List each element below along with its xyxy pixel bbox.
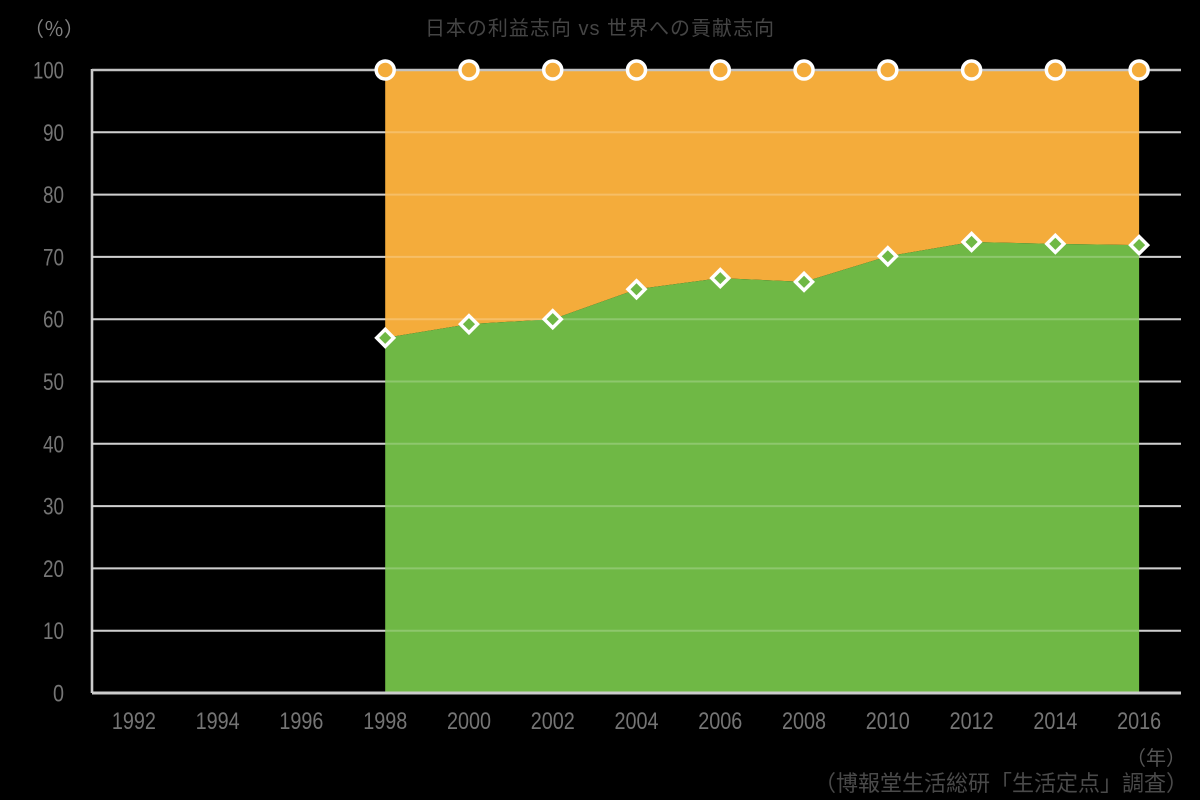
x-axis-tick-label: 2014 xyxy=(1033,708,1077,735)
chart-canvas: 0 10 20 30 40 50 60 70 80 90 100 1992 1994 1996 1998 20… xyxy=(33,58,1181,735)
green-diamond-marker xyxy=(1044,232,1067,255)
green-diamond-marker xyxy=(793,270,816,293)
y-axis-tick-label: 70 xyxy=(43,244,64,271)
orange-circle-marker xyxy=(458,59,480,81)
x-axis-tick-label: 1994 xyxy=(196,708,240,735)
y-axis-tick-label: 20 xyxy=(43,556,64,583)
x-axis-tick-label: 2006 xyxy=(698,708,742,735)
green-diamond-marker xyxy=(1128,234,1151,257)
orange-circle-marker xyxy=(625,59,648,81)
x-axis-tick-label: 2012 xyxy=(950,708,994,735)
x-axis-tick-label: 2004 xyxy=(615,708,659,735)
orange-circle-marker xyxy=(877,59,899,81)
x-axis-tick-label: 2016 xyxy=(1117,708,1161,735)
x-axis-unit-label: （年） xyxy=(1126,748,1186,770)
green-diamond-marker xyxy=(960,230,983,253)
x-axis-tick-label: 2000 xyxy=(447,708,491,735)
orange-circle-marker xyxy=(374,59,396,81)
chart-title: 日本の利益志向 vs 世界への貢献志向 xyxy=(424,18,776,40)
green-diamond-marker xyxy=(876,245,899,268)
y-axis-tick-label: 40 xyxy=(43,431,64,458)
orange-circle-marker xyxy=(541,59,564,81)
green-diamond-marker xyxy=(374,326,397,349)
green-diamond-marker xyxy=(457,313,480,336)
orange-circle-marker xyxy=(960,59,983,81)
x-axis-tick-label: 1992 xyxy=(112,708,156,735)
y-axis-tick-label: 80 xyxy=(43,182,64,209)
orange-circle-marker xyxy=(1128,59,1150,81)
green-diamond-marker xyxy=(541,308,564,331)
x-axis-tick-label: 1998 xyxy=(363,708,407,735)
orange-circle-marker xyxy=(1044,59,1067,81)
y-axis-tick-label: 50 xyxy=(43,369,64,396)
x-axis-tick-label: 2008 xyxy=(782,708,826,735)
x-axis-tick-label: 2010 xyxy=(866,708,910,735)
y-axis-tick-label: 30 xyxy=(43,494,64,521)
x-axis-tick-label: 1996 xyxy=(279,708,323,735)
y-axis-tick-label: 90 xyxy=(43,120,64,147)
y-axis-tick-label: 60 xyxy=(43,307,64,334)
green-diamond-marker xyxy=(709,267,732,290)
orange-circle-marker xyxy=(709,59,732,81)
green-diamond-marker xyxy=(625,278,648,301)
y-axis-unit-label: （％） xyxy=(24,19,84,41)
orange-circle-marker xyxy=(793,59,815,81)
y-axis-tick-label: 100 xyxy=(33,58,64,85)
orange-area-series xyxy=(385,70,1140,338)
source-note: （博報堂生活総研「生活定点」調査） xyxy=(813,771,1188,796)
green-area-series xyxy=(385,241,1140,693)
y-axis-tick-label: 10 xyxy=(43,618,64,645)
x-axis-tick-label: 2002 xyxy=(531,708,575,735)
y-axis-tick-label: 0 xyxy=(53,681,64,708)
